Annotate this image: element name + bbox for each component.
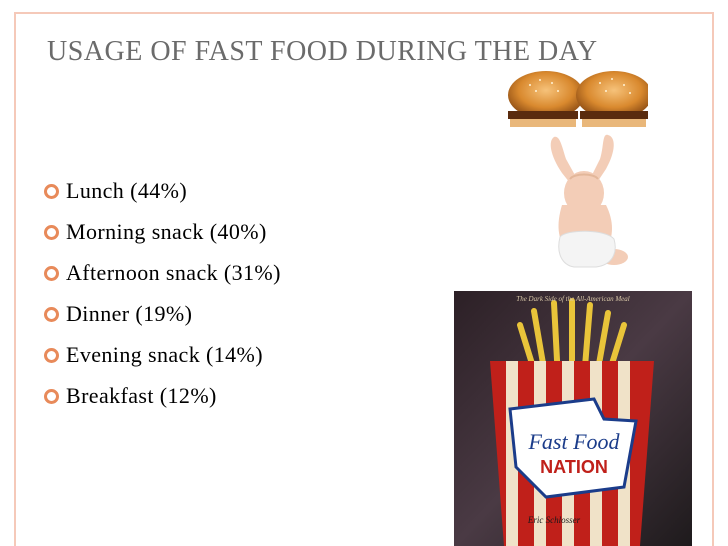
slide-border-frame (14, 12, 714, 546)
slide-title: USAGE OF FAST FOOD DURING THE DAY (47, 36, 598, 67)
bullet-ring-icon (44, 388, 59, 404)
bullet-text: Lunch (44%) (66, 177, 188, 203)
bullet-item: Evening snack (14%) (44, 334, 281, 375)
bullet-ring-icon (44, 306, 59, 322)
book-title-line1: Fast Food (527, 429, 620, 454)
bullet-text: Evening snack (14%) (66, 341, 263, 367)
bullet-text: Breakfast (12%) (66, 382, 217, 408)
book-title-line2: NATION (540, 457, 608, 477)
bullet-list: Lunch (44%) Morning snack (40%) Afternoo… (44, 170, 281, 416)
fast-food-nation-book-cover: Fast Food NATION Eric Schlosser The Dark… (454, 291, 692, 546)
bullet-item: Morning snack (40%) (44, 211, 281, 252)
bullet-item: Dinner (19%) (44, 293, 281, 334)
book-top-tagline: The Dark Side of the All-American Meal (516, 295, 629, 303)
book-author: Eric Schlosser (527, 515, 581, 525)
bullet-item: Afternoon snack (31%) (44, 252, 281, 293)
baby-image (550, 134, 628, 268)
bullet-text: Afternoon snack (31%) (66, 259, 281, 285)
bullet-text: Dinner (19%) (66, 300, 193, 326)
hamburger-image (508, 71, 648, 127)
bullet-ring-icon (44, 265, 59, 281)
bullet-ring-icon (44, 224, 59, 240)
bullet-item: Breakfast (12%) (44, 375, 281, 416)
bullet-item: Lunch (44%) (44, 170, 281, 211)
bullet-ring-icon (44, 347, 59, 363)
bullet-ring-icon (44, 183, 59, 199)
bullet-text: Morning snack (40%) (66, 218, 267, 244)
